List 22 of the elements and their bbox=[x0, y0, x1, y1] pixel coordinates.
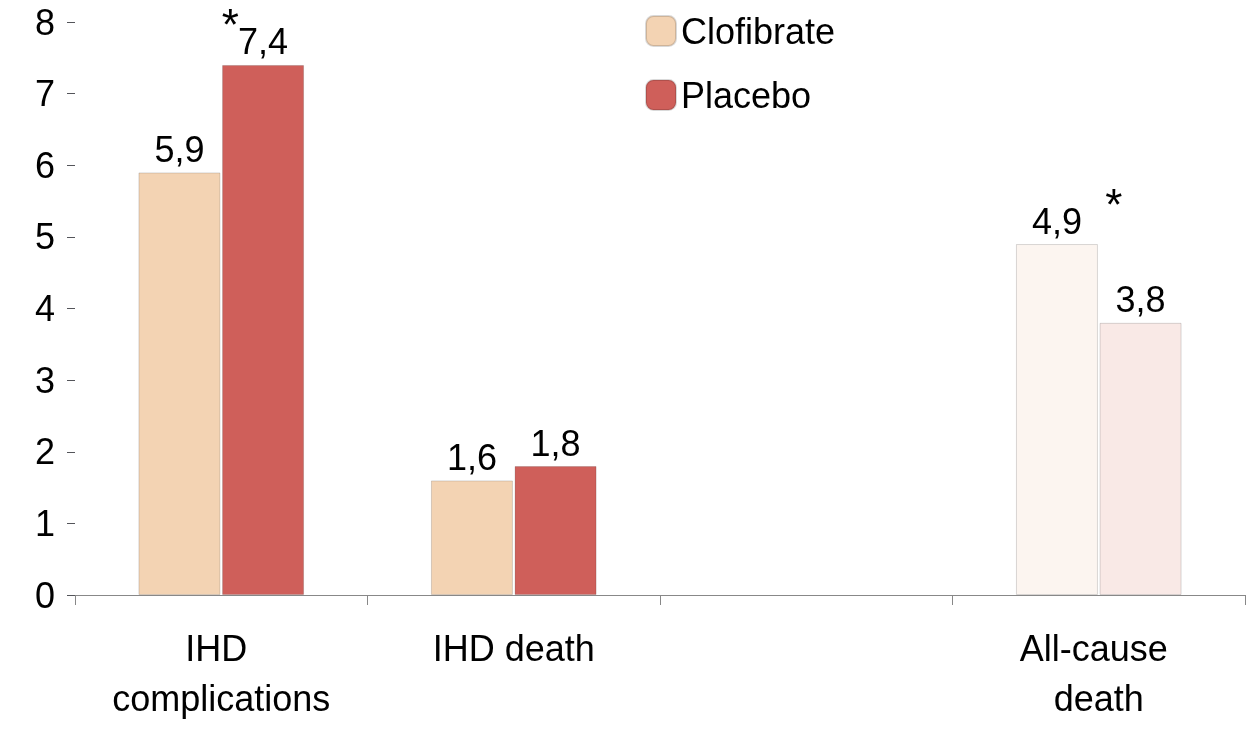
data-label: 4,9 bbox=[1031, 200, 1082, 242]
annotation: * bbox=[221, 0, 239, 50]
y-tick-label: 2 bbox=[34, 431, 55, 473]
y-tick-label: 8 bbox=[34, 1, 55, 43]
data-label: 1,8 bbox=[530, 422, 581, 464]
legend-label: Clofibrate bbox=[681, 10, 836, 52]
annotation: * bbox=[1105, 179, 1123, 229]
legend-label: Placebo bbox=[681, 74, 812, 116]
y-tick-label: 0 bbox=[34, 574, 55, 616]
data-label: 5,9 bbox=[154, 128, 205, 170]
y-tick-label: 1 bbox=[34, 502, 55, 544]
y-tick-label: 4 bbox=[34, 288, 55, 329]
y-tick-label: 7 bbox=[34, 73, 55, 115]
x-tick-label: IHD death bbox=[432, 627, 595, 669]
data-label: 3,8 bbox=[1115, 279, 1166, 321]
y-tick-label: 3 bbox=[34, 359, 55, 401]
data-label: 1,6 bbox=[446, 436, 497, 478]
data-label: 7,4 bbox=[238, 21, 289, 63]
x-tick-label: IHD complications bbox=[112, 627, 331, 719]
y-tick-label: 5 bbox=[34, 216, 55, 258]
x-tick-label: All-cause death bbox=[1019, 627, 1178, 719]
y-tick-label: 6 bbox=[34, 144, 55, 186]
